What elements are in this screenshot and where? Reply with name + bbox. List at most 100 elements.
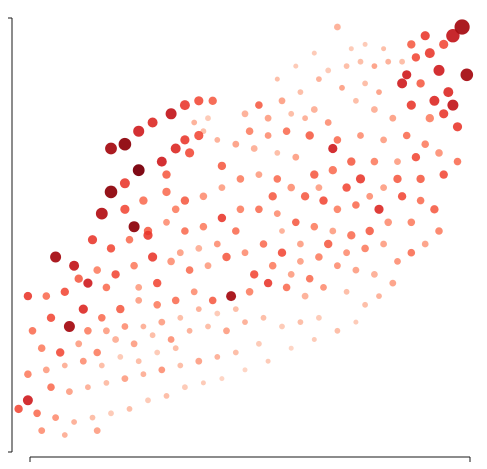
scatter-point	[213, 240, 221, 248]
scatter-point	[353, 319, 359, 325]
scatter-point	[236, 205, 245, 214]
scatter-point	[156, 156, 167, 167]
scatter-point	[93, 427, 101, 434]
scatter-point	[287, 183, 296, 192]
scatter-point	[355, 174, 366, 184]
scatter-point	[14, 404, 23, 414]
scatter-point	[180, 196, 190, 205]
scatter-point	[361, 244, 369, 253]
scatter-point	[38, 427, 46, 434]
scatter-point	[439, 39, 449, 50]
scatter-point	[153, 301, 161, 309]
scatter-point	[117, 354, 124, 360]
scatter-point	[140, 371, 147, 378]
scatter-point	[223, 327, 230, 335]
scatter-point	[402, 131, 411, 140]
scatter-point	[292, 218, 300, 227]
scatter-point	[282, 127, 291, 135]
scatter-point	[265, 358, 271, 364]
scatter-point	[103, 380, 110, 386]
scatter-point	[163, 218, 170, 226]
scatter-point	[61, 362, 68, 369]
scatter-point	[214, 310, 221, 317]
scatter-point	[133, 125, 145, 137]
scatter-point	[439, 109, 449, 119]
scatter-point	[339, 84, 345, 91]
scatter-point	[305, 131, 314, 140]
scatter-point	[195, 306, 202, 312]
scatter-point	[66, 388, 73, 395]
scatter-point	[315, 253, 323, 261]
scatter-point	[242, 367, 248, 373]
scatter-point	[397, 192, 407, 201]
scatter-point	[288, 110, 295, 117]
scatter-point	[118, 137, 132, 151]
scatter-point	[446, 29, 460, 43]
scatter-point	[357, 58, 364, 65]
scatter-point	[199, 192, 208, 201]
scatter-point	[176, 249, 184, 257]
scatter-point	[277, 248, 287, 257]
scatter-point	[199, 222, 208, 231]
scatter-point	[416, 196, 425, 205]
scatter-point	[205, 323, 211, 330]
scatter-point	[376, 293, 382, 299]
scatter-point	[416, 79, 425, 88]
scatter-point	[69, 260, 80, 271]
scatter-point	[222, 252, 231, 262]
scatter-point	[374, 204, 384, 214]
scatter-point	[439, 170, 448, 179]
scatter-point	[301, 292, 309, 300]
scatter-point	[47, 383, 55, 392]
scatter-point	[204, 262, 212, 270]
scatter-point	[103, 327, 110, 335]
scatter-point	[365, 226, 374, 236]
scatter-point	[149, 332, 156, 339]
scatter-point	[430, 205, 439, 214]
scatter-point	[334, 262, 341, 270]
scatter-point	[343, 63, 350, 69]
scatter-point	[397, 78, 408, 89]
scatter-point	[328, 166, 337, 175]
scatter-point	[324, 239, 333, 249]
scatter-point	[186, 327, 193, 334]
scatter-point	[407, 248, 416, 257]
scatter-point	[274, 76, 280, 82]
scatter-point	[297, 258, 304, 265]
scatter-point	[102, 283, 111, 292]
scatter-point	[63, 321, 75, 332]
scatter-point	[264, 114, 272, 122]
scatter-point	[305, 274, 314, 283]
scatter-point	[179, 100, 190, 111]
scatter-point	[208, 96, 217, 106]
points-layer	[14, 19, 474, 438]
scatter-point	[217, 161, 227, 171]
scatter-point	[399, 58, 405, 65]
scatter-point	[37, 344, 46, 353]
scatter-point	[278, 97, 286, 105]
scatter-point	[371, 63, 378, 69]
scatter-point	[347, 157, 356, 166]
scatter-point	[411, 153, 421, 162]
scatter-point	[334, 23, 341, 31]
scatter-point	[93, 266, 101, 274]
scatter-point	[232, 306, 239, 312]
scatter-point	[425, 114, 434, 123]
scatter-point	[52, 414, 59, 421]
scatter-point	[22, 395, 33, 406]
scatter-point	[78, 304, 88, 314]
scatter-point	[366, 192, 374, 200]
scatter-point	[300, 192, 310, 201]
scatter-point	[163, 393, 170, 399]
scatter-point	[111, 270, 120, 279]
scatter-point	[282, 283, 291, 292]
scatter-point	[217, 213, 227, 223]
scatter-point	[302, 115, 308, 122]
scatter-point	[89, 414, 96, 421]
scatter-point	[460, 68, 474, 82]
scatter-point	[194, 96, 204, 106]
scatter-point	[407, 40, 416, 49]
scatter-point	[380, 136, 387, 144]
scatter-point	[394, 258, 401, 265]
